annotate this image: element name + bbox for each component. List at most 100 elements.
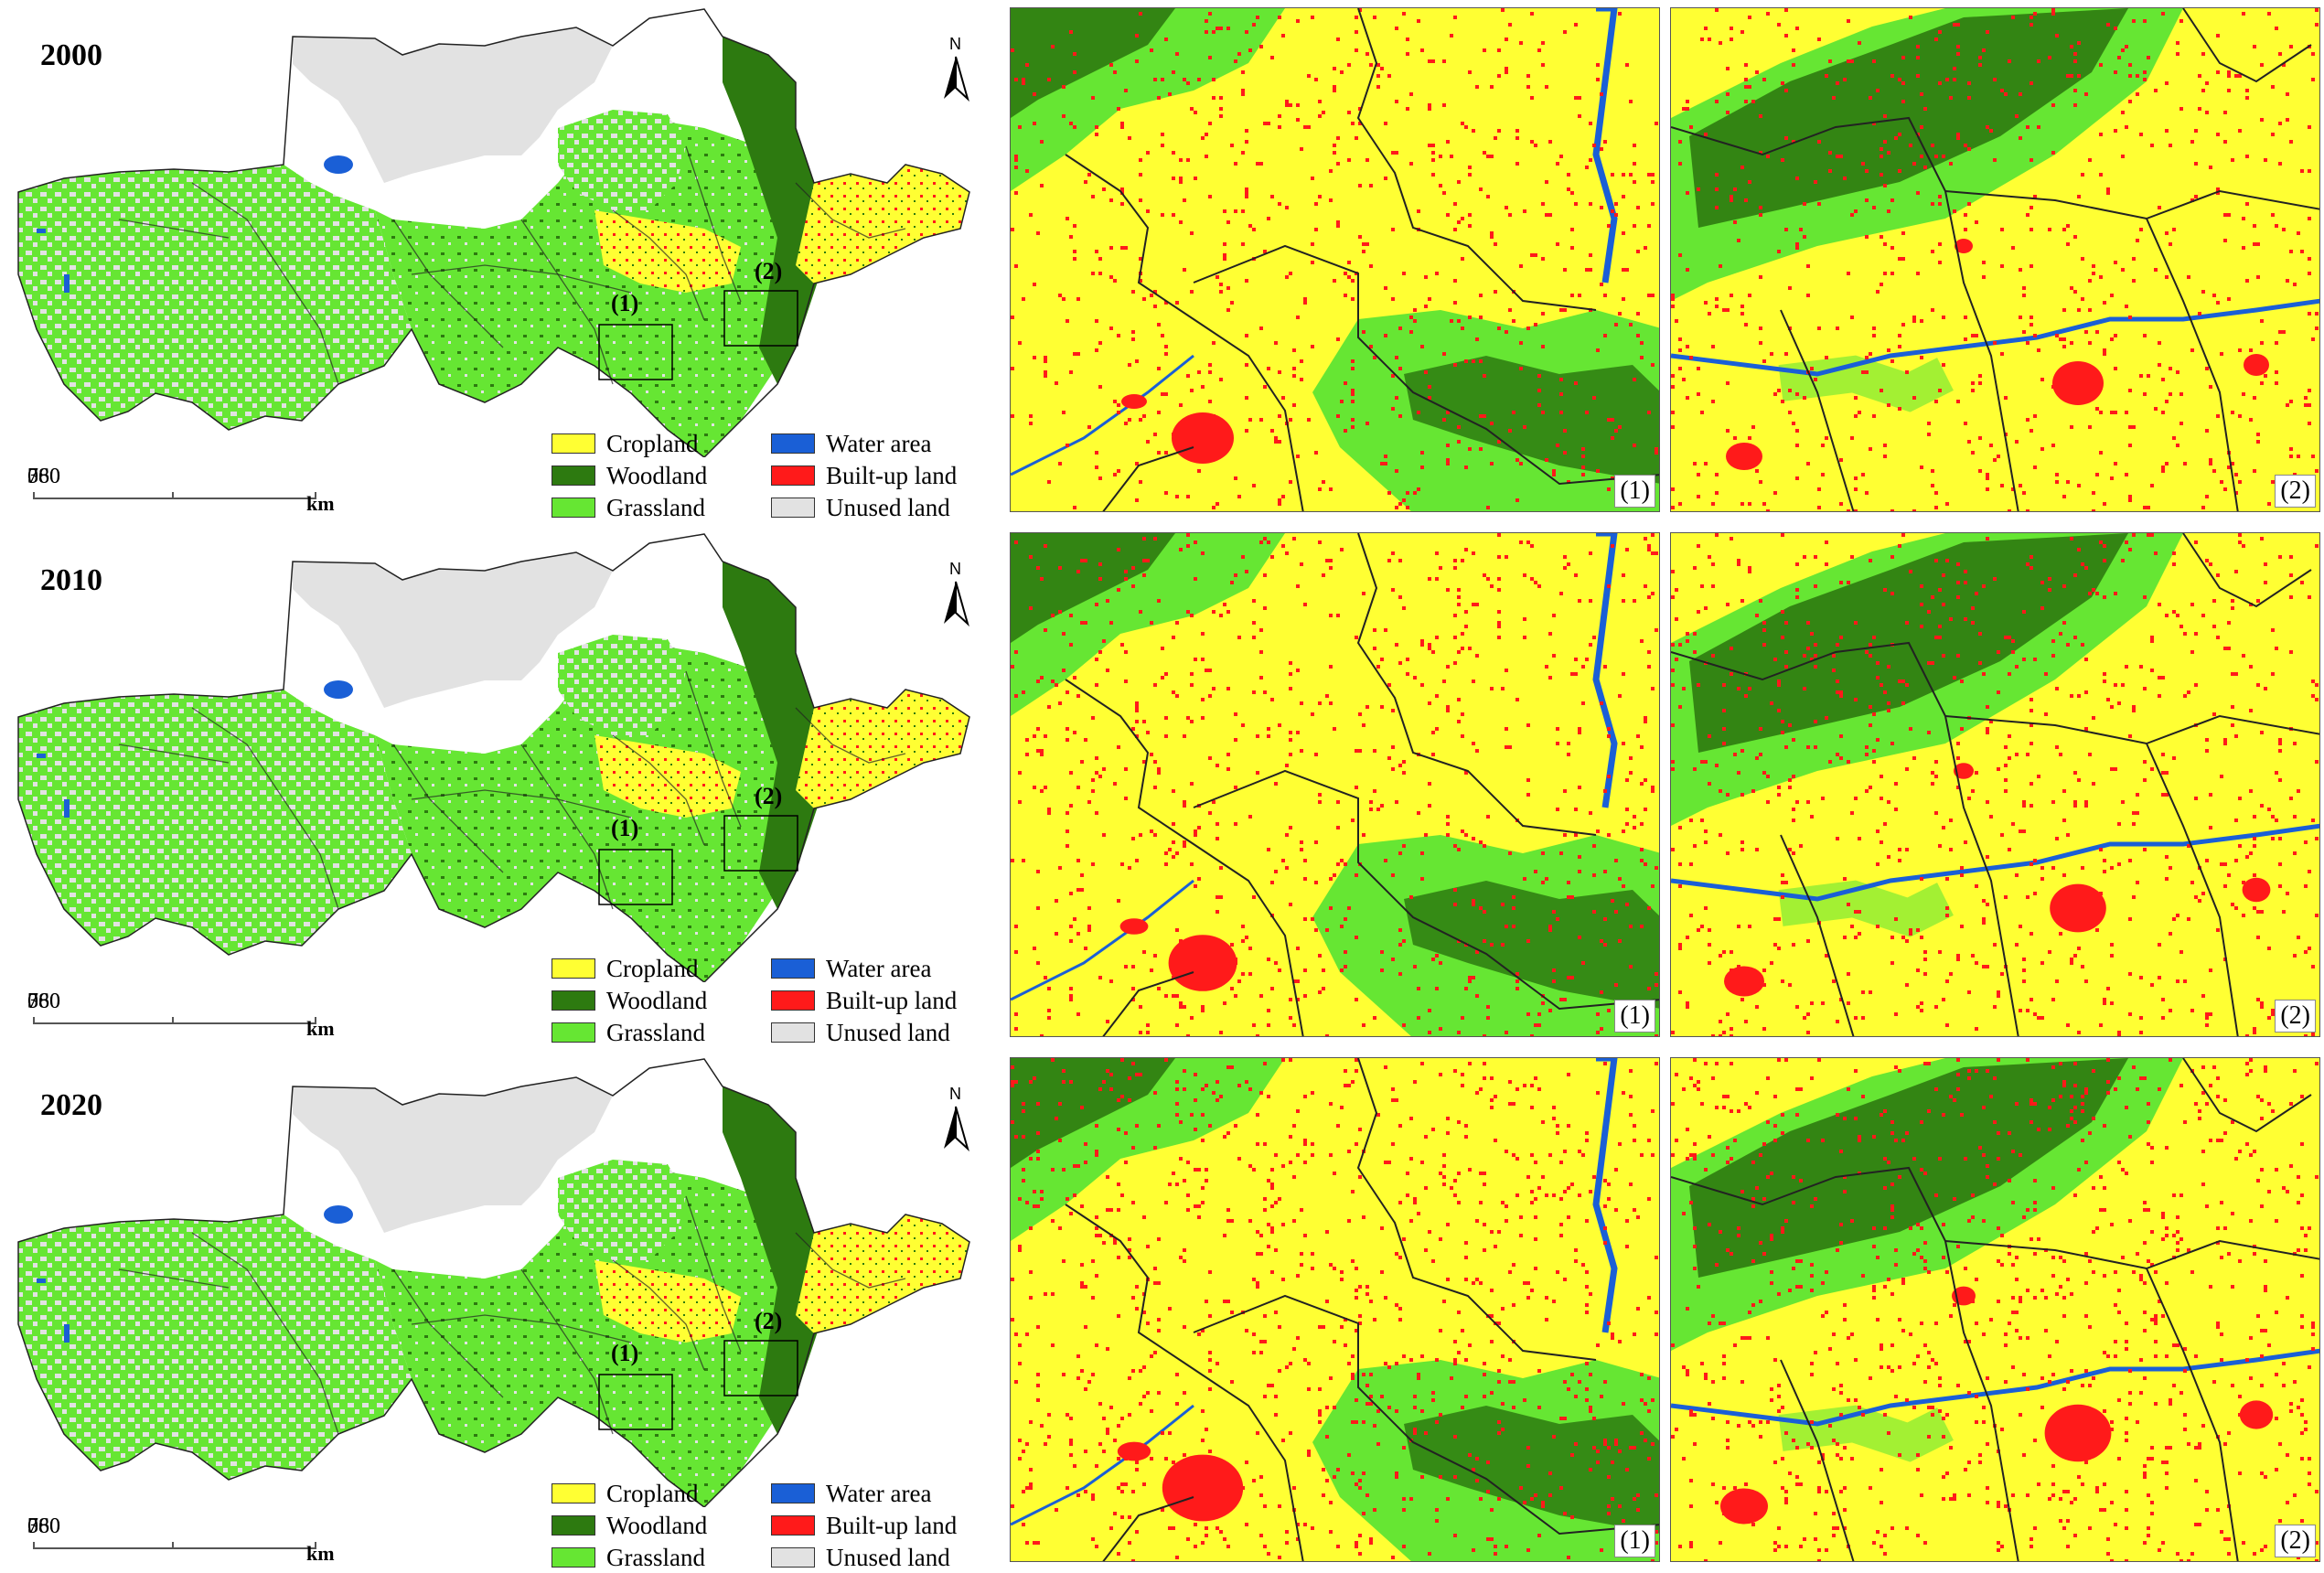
region-cropland-center — [594, 1260, 741, 1343]
legend-item: Built-up land — [771, 985, 957, 1016]
north-arrow-label: N — [949, 560, 961, 578]
zoom-city-patch — [1168, 935, 1237, 991]
zoom-city-patch — [1119, 918, 1149, 935]
north-arrow-icon — [944, 1106, 969, 1152]
legend-item: Woodland — [552, 460, 707, 491]
lake-qinghai — [324, 680, 353, 699]
zoom-boundary-lines — [1671, 8, 2319, 511]
zoom-city-patch — [1172, 412, 1234, 464]
region-woodland-east — [723, 37, 832, 384]
legend-label: Grassland — [606, 1543, 705, 1571]
year-row: (1) (2) 2000 N 0 380 760 km — [0, 0, 2324, 521]
scale-tick-label: 760 — [27, 1514, 60, 1538]
legend-label: Cropland — [606, 429, 699, 457]
legend-swatch — [552, 1022, 595, 1043]
year-label: 2020 — [40, 1088, 102, 1122]
legend-swatch — [771, 990, 815, 1011]
region-mixed-plateau — [558, 635, 686, 735]
region-unused-north — [293, 552, 613, 708]
zoom-river — [1011, 1404, 1194, 1526]
legend-item: Unused land — [771, 492, 950, 523]
inset-box-2 — [723, 815, 798, 872]
admin-boundaries — [118, 670, 906, 910]
overview-map-panel: (1) (2) 2020 N 0 380 760 km — [0, 1050, 1006, 1571]
year-label: 2000 — [40, 38, 102, 72]
zoom-woodland-patch — [1011, 8, 1175, 118]
legend-label: Woodland — [606, 1511, 708, 1539]
inset-box-2-label: (2) — [755, 1308, 782, 1334]
year-row: (1) (2) 2020 N 0 380 760 km — [0, 1050, 2324, 1571]
inset-box-2 — [723, 1340, 798, 1396]
scale-tick-label: 760 — [27, 990, 60, 1013]
zoom-city-patch — [1162, 1454, 1244, 1522]
scale-unit: km — [306, 1017, 335, 1040]
legend-label: Grassland — [606, 1018, 705, 1046]
inset-box-1 — [598, 1374, 673, 1430]
zoom-builtup-speckle — [1011, 8, 1658, 509]
legend-item: Cropland — [552, 428, 699, 459]
inset-map-1-label: (1) — [1614, 475, 1655, 508]
scale-tick-label: 380 — [27, 465, 60, 488]
legend-item: Built-up land — [771, 1510, 957, 1541]
inset-box-1 — [598, 324, 673, 380]
legend-label: Water area — [826, 954, 932, 982]
legend-swatch — [552, 465, 595, 486]
zoom-woodland-patch — [1404, 356, 1659, 484]
zoom-river — [1592, 1058, 1618, 1333]
inset-map-1-label: (1) — [1614, 1000, 1655, 1033]
lake-qinghai — [324, 1205, 353, 1224]
legend-swatch — [771, 1483, 815, 1503]
scale-unit: km — [306, 1542, 335, 1565]
zoom-river — [1592, 8, 1618, 284]
legend-label: Woodland — [606, 461, 708, 489]
region-cropland-center — [594, 735, 741, 818]
north-arrow-icon — [944, 581, 969, 627]
zoom-boundary-lines — [1671, 533, 2319, 1036]
legend-swatch — [552, 990, 595, 1011]
legend-label: Built-up land — [826, 986, 958, 1014]
zoom-city-patch — [1117, 1441, 1151, 1461]
inset-map-1: (1) — [1010, 532, 1660, 1037]
legend-item: Cropland — [552, 953, 699, 984]
region-grassland-center — [284, 644, 814, 982]
zoom-city-patch — [1724, 966, 1764, 997]
zoom-city-patch — [2242, 877, 2271, 903]
legend: Cropland Woodland Grassland Water area Built… — [552, 428, 991, 521]
inset-map-1-label: (1) — [1614, 1525, 1655, 1557]
legend-swatch — [552, 1515, 595, 1536]
zoom-river — [1671, 823, 2319, 902]
inset-box-1-label: (1) — [611, 815, 638, 841]
year-row: (1) (2) 2010 N 0 380 760 km — [0, 525, 2324, 1046]
legend-item: Grassland — [552, 492, 705, 523]
inset-map-2: (2) — [1670, 532, 2320, 1037]
legend-label: Unused land — [826, 493, 950, 521]
scale-tick-label: 0 — [27, 1514, 38, 1538]
legend-label: Built-up land — [826, 461, 958, 489]
region-cropland-east — [796, 165, 969, 284]
scale-unit: km — [306, 492, 335, 515]
inset-box-2 — [723, 290, 798, 347]
water-body — [37, 1279, 46, 1283]
basin-outline — [17, 8, 970, 457]
legend-item: Water area — [771, 428, 931, 459]
legend-swatch — [771, 1022, 815, 1043]
legend-item: Water area — [771, 1478, 931, 1509]
legend-label: Water area — [826, 1479, 932, 1507]
north-arrow-label: N — [949, 35, 961, 53]
legend-swatch — [771, 1547, 815, 1568]
legend-label: Woodland — [606, 986, 708, 1014]
water-body — [64, 1324, 70, 1343]
zoom-river — [1592, 533, 1618, 808]
legend-swatch — [771, 498, 815, 518]
inset-map-2-label: (2) — [2275, 1525, 2316, 1557]
legend-swatch — [771, 465, 815, 486]
zoom-river — [1011, 354, 1194, 476]
north-arrow: N — [933, 560, 979, 635]
zoom-river — [1011, 879, 1194, 1001]
zoom-city-patch — [2244, 354, 2269, 376]
north-arrow-label: N — [949, 1085, 961, 1103]
zoom-grassland-patch — [1778, 355, 1954, 412]
scale-bar: 0 380 760 km — [27, 1514, 338, 1565]
region-mixed-plateau — [558, 110, 686, 210]
region-cropland-center — [594, 210, 741, 293]
